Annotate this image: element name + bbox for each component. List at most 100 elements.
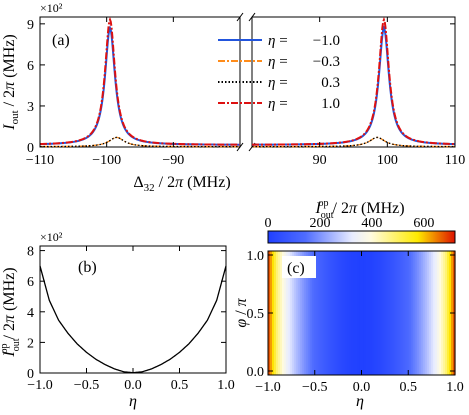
heatmap-cell bbox=[373, 251, 377, 375]
heatmap-cell bbox=[281, 251, 285, 375]
heatmap-cell bbox=[361, 251, 365, 375]
svg-text:φ / π: φ / π bbox=[233, 297, 250, 327]
heatmap-cell bbox=[317, 251, 321, 375]
y-tick-label-c-2: 1.0 bbox=[247, 249, 265, 264]
x-tick-label-c-4: 1.0 bbox=[446, 380, 464, 395]
heatmap-cell bbox=[311, 251, 315, 375]
heatmap-cell bbox=[415, 251, 418, 375]
heatmap-cell bbox=[363, 251, 367, 375]
y-tick-label-a-2: 6 bbox=[27, 59, 34, 74]
x-tick-label-right-2: 110 bbox=[445, 153, 465, 168]
legend-label-1: η = −0.3 bbox=[268, 54, 340, 70]
panel-a: ×10² −110 −100 −90 90 100 110 0 3 6 9 (a) η = −1.… bbox=[1, 1, 465, 194]
x-tick-label-c-0: −1.0 bbox=[255, 380, 280, 395]
x-tick-label-left-2: −90 bbox=[162, 153, 184, 168]
y-tick-label-b-2: 4 bbox=[27, 306, 34, 321]
heatmap-cell bbox=[439, 251, 442, 375]
heatmap-cell bbox=[287, 251, 291, 375]
y-tick-label-c-1: 0.5 bbox=[247, 307, 265, 322]
panel-b-frame bbox=[39, 245, 227, 374]
heatmap-cell bbox=[365, 251, 369, 375]
heatmap-cell bbox=[351, 251, 355, 375]
heatmap-cell bbox=[429, 251, 432, 375]
heatmap-cell bbox=[295, 251, 299, 375]
x-tick-label-left-1: −100 bbox=[92, 153, 121, 168]
panel-b-ticks: −1.0 −0.5 0.0 0.5 1.0 0 2 4 6 8 bbox=[27, 245, 235, 393]
y-tick-label-a-3: 9 bbox=[27, 18, 34, 33]
x-tick-label-b-4: 1.0 bbox=[217, 378, 235, 393]
colorbar bbox=[267, 230, 456, 244]
heatmap-cells bbox=[268, 251, 456, 375]
heatmap-cell bbox=[319, 251, 323, 375]
heatmap-cell bbox=[445, 251, 448, 375]
x-tick-label-c-1: −0.5 bbox=[302, 380, 327, 395]
legend-label-0: η = −1.0 bbox=[268, 33, 340, 49]
x-tick-label-right-0: 90 bbox=[313, 153, 327, 168]
y-tick-label-b-1: 2 bbox=[27, 336, 34, 351]
heatmap-cell bbox=[377, 251, 380, 375]
heatmap-cell bbox=[293, 251, 297, 375]
colorbar-label: Ioutop / 2π (MHz) bbox=[314, 198, 404, 221]
heatmap-cell bbox=[329, 251, 333, 375]
x-tick-label-c-3: 0.5 bbox=[400, 380, 418, 395]
panel-b-xlabel: η bbox=[129, 393, 137, 410]
heatmap-cell bbox=[409, 251, 412, 375]
panel-a-ticks: −110 −100 −90 90 100 110 0 3 6 9 bbox=[26, 17, 465, 168]
heatmap-cell bbox=[367, 251, 371, 375]
x-tick-label-left-0: −110 bbox=[26, 153, 54, 168]
heatmap-cell bbox=[313, 251, 317, 375]
x-tick-label-b-3: 0.5 bbox=[171, 378, 189, 393]
heatmap-cell bbox=[427, 251, 430, 375]
heatmap-cell bbox=[309, 251, 313, 375]
panel-c-xlabel: η bbox=[356, 393, 364, 410]
panel-a-ylabel: Iout / 2π (MHz) bbox=[1, 34, 21, 130]
colorbar-ticks: 0 200 400 600 bbox=[265, 216, 435, 231]
panel-c-ticks: −1.0 −0.5 0.0 0.5 1.0 0.0 0.5 1.0 bbox=[247, 249, 464, 395]
heatmap-cell bbox=[441, 251, 444, 375]
heatmap-cell bbox=[443, 251, 446, 375]
panel-a-multiplier: ×10² bbox=[40, 1, 63, 15]
heatmap-cell bbox=[389, 251, 392, 375]
heatmap-cell bbox=[447, 251, 450, 375]
heatmap-cell bbox=[305, 251, 309, 375]
heatmap-cell bbox=[419, 251, 422, 375]
panel-b-series-line bbox=[39, 265, 227, 374]
heatmap-cell bbox=[355, 251, 359, 375]
heatmap-cell bbox=[395, 251, 398, 375]
heatmap-cell bbox=[335, 251, 339, 375]
x-tick-label-c-2: 0.0 bbox=[353, 380, 371, 395]
heatmap-cell bbox=[357, 251, 361, 375]
panel-b: ×10² −1.0 −0.5 0.0 0.5 1.0 0 2 4 6 8 (b) η Ioutop… bbox=[0, 230, 235, 410]
panel-a-curves-right bbox=[252, 16, 456, 148]
heatmap-cell bbox=[291, 251, 295, 375]
heatmap-cell bbox=[273, 251, 277, 375]
heatmap-cell bbox=[393, 251, 396, 375]
heatmap-cell bbox=[359, 251, 363, 375]
heatmap-cell bbox=[299, 251, 303, 375]
panel-b-ylabel: Ioutop / 2π (MHz) bbox=[0, 267, 22, 357]
heatmap-cell bbox=[297, 251, 301, 375]
heatmap-cell bbox=[371, 251, 375, 375]
heatmap-cell bbox=[323, 251, 327, 375]
heatmap-cell bbox=[433, 251, 436, 375]
heatmap-cell bbox=[277, 251, 281, 375]
series-line-left-3 bbox=[39, 16, 240, 146]
y-tick-label-b-0: 0 bbox=[27, 367, 34, 382]
panel-b-curve bbox=[39, 265, 227, 374]
heatmap-cell bbox=[381, 251, 384, 375]
y-tick-label-c-0: 0.0 bbox=[247, 365, 265, 380]
heatmap-cell bbox=[405, 251, 408, 375]
heatmap-cell bbox=[411, 251, 414, 375]
heatmap-cell bbox=[375, 251, 379, 375]
heatmap-cell bbox=[325, 251, 329, 375]
panel-b-multiplier: ×10² bbox=[40, 230, 63, 244]
heatmap-cell bbox=[345, 251, 349, 375]
heatmap-cell bbox=[343, 251, 347, 375]
heatmap-cell bbox=[289, 251, 293, 375]
colorbar-tick-label-0: 0 bbox=[265, 216, 272, 231]
heatmap-cell bbox=[303, 251, 307, 375]
heatmap-cell bbox=[333, 251, 337, 375]
heatmap-cell bbox=[321, 251, 325, 375]
panel-a-right-frame bbox=[251, 16, 456, 148]
